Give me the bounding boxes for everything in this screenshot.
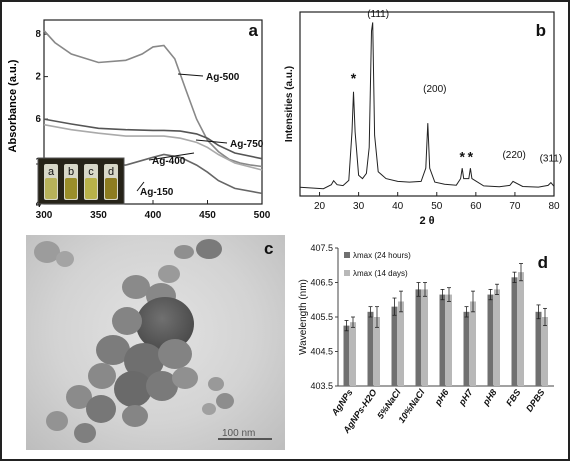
legend-swatch xyxy=(344,270,350,276)
x-tick-label: 50 xyxy=(431,201,443,212)
series-line xyxy=(43,118,263,160)
bar xyxy=(391,306,398,386)
y-tick-label: 407.5 xyxy=(310,243,333,253)
y-tick-label: 2.8 xyxy=(36,29,41,40)
series-line xyxy=(43,30,263,168)
series-arrow xyxy=(148,152,195,161)
bar xyxy=(518,272,524,386)
x-tick-label: 40 xyxy=(392,201,404,212)
bar xyxy=(511,277,518,386)
scale-bar-label: 100 nm xyxy=(222,428,256,439)
series-label: Ag-150 xyxy=(140,187,174,198)
impurity-marker: * xyxy=(351,70,357,86)
impurity-marker: * xyxy=(459,148,465,164)
vial-label: b xyxy=(68,166,74,178)
y-axis-title: Absorbance (a.u.) xyxy=(7,59,19,153)
bar xyxy=(439,294,446,386)
vial-liquid xyxy=(105,178,117,199)
peak-label: (220) xyxy=(502,150,525,161)
x-tick-label: 500 xyxy=(254,210,271,221)
xrd-pattern xyxy=(299,22,555,190)
y-tick-label: 1.6 xyxy=(36,114,41,125)
x-tick-label: 60 xyxy=(470,201,482,212)
panel-label-c: c xyxy=(264,239,274,258)
plot-area xyxy=(299,11,555,197)
wavelength-bar-chart: 403.5404.5405.5406.5407.5AgNPsAgNPs-H2O5… xyxy=(292,236,562,455)
vial-label: a xyxy=(48,166,55,178)
bar xyxy=(494,289,500,386)
bar xyxy=(415,289,422,386)
bar xyxy=(350,322,356,386)
y-tick-label: 405.5 xyxy=(310,312,333,322)
series-line xyxy=(43,123,263,171)
vial-inset: a b c d xyxy=(37,157,125,205)
vial-label: c xyxy=(88,166,94,178)
impurity-marker: * xyxy=(468,148,474,164)
bar xyxy=(535,311,542,386)
y-tick-label: 2.2 xyxy=(36,72,41,83)
y-tick-label: 404.5 xyxy=(310,347,333,357)
panel-label-b: b xyxy=(536,21,546,40)
series-arrow xyxy=(177,73,204,77)
x-tick-label: 400 xyxy=(145,210,162,221)
peak-label: (111) xyxy=(367,9,389,20)
panel-label-d: d xyxy=(538,253,548,272)
x-tick-label: 30 xyxy=(353,201,365,212)
x-tick-label: 450 xyxy=(199,210,216,221)
panel-label-a: a xyxy=(249,21,259,40)
bar xyxy=(398,301,404,386)
series-label: Ag-750 xyxy=(230,139,264,150)
bar xyxy=(542,317,548,386)
legend-label: λmax (14 days) xyxy=(353,269,408,278)
series-arrow xyxy=(195,139,228,144)
legend-label: λmax (24 hours) xyxy=(353,251,411,260)
scale-bar xyxy=(218,438,272,440)
series-label: Ag-400 xyxy=(152,156,186,167)
x-tick-label: 300 xyxy=(36,210,53,221)
bar xyxy=(374,317,380,386)
bar xyxy=(470,301,476,386)
legend-swatch xyxy=(344,252,350,258)
uv-vis-chart: 3003504004505000.411.62.22.8Ag-500Ag-750… xyxy=(36,19,271,221)
peak-label: (200) xyxy=(423,84,446,95)
y-tick-label: 403.5 xyxy=(310,381,333,391)
xrd-chart: 20 30 40 50 60 70 80(111)(200)(220) (311)** *2 θ… xyxy=(284,9,562,227)
x-tick-label: 20 xyxy=(314,201,326,212)
tem-image: 100 nm c xyxy=(26,235,285,450)
x-tick-label: 80 xyxy=(548,201,560,212)
y-tick-label: 406.5 xyxy=(310,278,333,288)
x-tick-label: 70 xyxy=(509,201,521,212)
bar xyxy=(463,311,470,386)
vial-liquid xyxy=(45,178,57,199)
vial-liquid xyxy=(65,178,77,199)
bar xyxy=(343,325,350,386)
bar xyxy=(367,311,374,386)
vial-label: d xyxy=(108,166,114,178)
x-axis-title: 2 θ xyxy=(419,215,434,227)
y-axis-title: Wavelength (nm) xyxy=(298,279,309,355)
peak-label: (311) xyxy=(540,153,562,164)
bar xyxy=(487,294,494,386)
series-arrow xyxy=(136,181,145,192)
vial-liquid xyxy=(85,178,97,199)
bar xyxy=(422,289,428,386)
bar xyxy=(446,294,452,386)
series-label: Ag-500 xyxy=(206,72,240,83)
y-axis-title: Intensities (a.u.) xyxy=(284,66,295,142)
x-tick-label: 350 xyxy=(90,210,107,221)
